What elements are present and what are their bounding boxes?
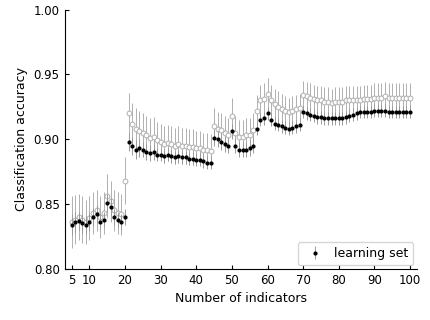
X-axis label: Number of indicators: Number of indicators <box>175 292 307 305</box>
Legend: learning set: learning set <box>298 242 413 265</box>
Y-axis label: Classification accuracy: Classification accuracy <box>15 67 28 211</box>
